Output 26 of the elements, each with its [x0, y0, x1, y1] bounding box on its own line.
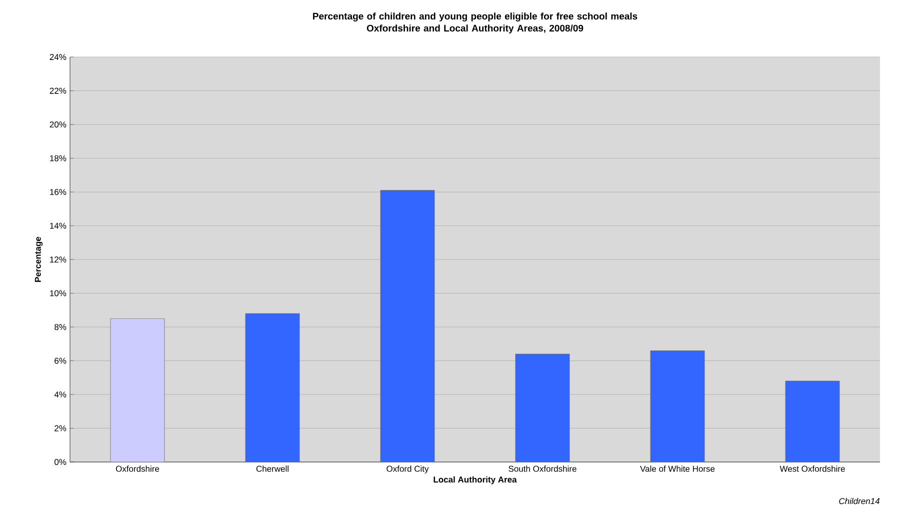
bar: [785, 380, 840, 462]
y-tick-label: 24%: [50, 54, 66, 60]
text: Children14: [839, 498, 880, 504]
y-tick-label: 0%: [54, 459, 66, 466]
bar: [515, 354, 570, 462]
y-tick-label: 8%: [54, 324, 66, 330]
y-tick-label: 4%: [54, 392, 66, 398]
y-tick-label: 14%: [50, 222, 66, 229]
y-tick-label: 22%: [50, 88, 66, 94]
x-tick-label: Oxfordshire: [116, 466, 160, 472]
x-axis-title: Local Authority Area: [434, 476, 517, 484]
y-tick-label: 10%: [50, 290, 66, 296]
y-tick-label: 12%: [50, 256, 66, 262]
x-tick-label: Oxford City: [386, 466, 429, 474]
y-axis-title: Percentage: [34, 236, 43, 282]
chart-title: Percentage of children and young people eligible for free school meals Oxfordshire and Local Authority Areas, 2008/09: [313, 12, 638, 34]
y-tick-label: 16%: [50, 188, 66, 195]
y-tick-label: 6%: [54, 358, 66, 364]
y-tick-label: 20%: [50, 121, 66, 128]
y-tick-label: 18%: [50, 155, 66, 162]
y-tick-label: 2%: [54, 425, 66, 432]
x-tick-label: Vale of White Horse: [640, 466, 715, 472]
bar: [245, 313, 300, 462]
x-tick-label: South Oxfordshire: [508, 466, 576, 472]
x-tick-label: Cherwell: [256, 466, 288, 472]
x-tick-label: West Oxfordshire: [780, 466, 845, 472]
